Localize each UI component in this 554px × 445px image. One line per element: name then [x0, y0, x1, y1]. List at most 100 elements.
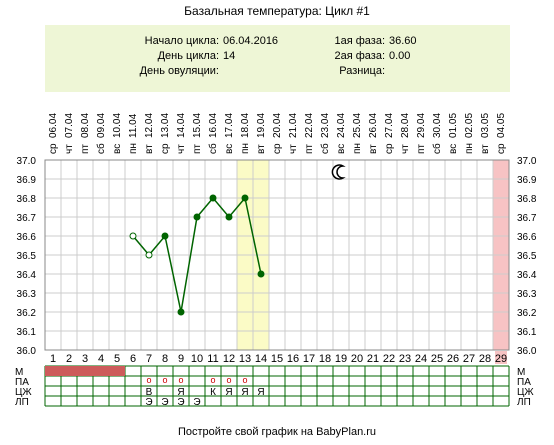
footer-link[interactable]: Постройте свой график на BabyPlan.ru: [177, 426, 377, 438]
y-tick-label-left: 36.5: [17, 251, 37, 262]
table-row-label-left: М: [15, 367, 23, 378]
weekday-label: пт: [192, 144, 203, 154]
lp-value: Э: [193, 397, 200, 408]
weekday-label: вс: [336, 144, 347, 154]
y-tick-label-right: 36.7: [517, 213, 537, 224]
cz-value: Я: [241, 387, 248, 398]
day-number: 14: [255, 353, 267, 365]
ovulation-day-label: День овуляции:: [139, 65, 219, 77]
phase2-label: 2ая фаза:: [334, 50, 385, 62]
table-row-label-right: ПА: [517, 377, 531, 388]
weekday-label: пн: [240, 143, 251, 154]
date-label: 19.04: [256, 113, 267, 138]
weekday-label: чт: [64, 144, 75, 154]
weekday-label: ср: [384, 143, 395, 154]
cycle-day-value: 14: [223, 50, 236, 62]
cz-value: В: [146, 387, 153, 398]
weekday-label: вс: [448, 144, 459, 154]
date-label: 10.04: [112, 113, 123, 138]
day-number: 9: [178, 353, 184, 365]
day-number: 6: [130, 353, 136, 365]
day-number: 26: [447, 353, 459, 365]
day-number: 24: [415, 353, 427, 365]
y-tick-label-right: 36.2: [517, 308, 537, 319]
date-label: 12.04: [144, 113, 155, 138]
weekday-label: пт: [80, 144, 91, 154]
y-tick-label-left: 36.8: [17, 194, 37, 205]
weekday-label: вт: [144, 144, 155, 154]
day-number: 22: [383, 353, 395, 365]
pa-marker: o: [162, 375, 167, 385]
phase2-value: 0.00: [389, 50, 411, 62]
lp-value: Э: [161, 397, 168, 408]
y-tick-label-left: 36.7: [17, 213, 37, 224]
pa-marker: o: [226, 375, 231, 385]
y-tick-label-right: 37.0: [517, 156, 537, 167]
y-tick-label-right: 36.9: [517, 175, 537, 186]
temperature-point: [193, 213, 201, 221]
pa-marker: o: [178, 375, 183, 385]
weekday-label: вт: [368, 144, 379, 154]
day-number: 19: [335, 353, 347, 365]
date-label: 16.04: [208, 113, 219, 138]
weekday-label: вс: [112, 144, 123, 154]
day-number: 23: [399, 353, 411, 365]
pa-marker: o: [242, 375, 247, 385]
date-label: 15.04: [192, 113, 203, 138]
day-number: 17: [303, 353, 315, 365]
day-number: 1: [50, 353, 56, 365]
weekday-label: сб: [431, 143, 443, 154]
weekday-label: ср: [48, 143, 59, 154]
phase1-label: 1ая фаза:: [334, 35, 385, 47]
temperature-point: [225, 213, 233, 221]
day-number: 10: [191, 353, 203, 365]
day-number-highlight: [495, 351, 507, 364]
day-number: 21: [367, 353, 379, 365]
weekday-label: ср: [272, 143, 283, 154]
cz-value: К: [210, 387, 216, 398]
y-tick-label-right: 36.0: [517, 346, 537, 357]
date-label: 13.04: [160, 113, 171, 138]
day-number: 8: [162, 353, 168, 365]
weekday-label: пн: [352, 143, 363, 154]
table-row-label-right: М: [517, 367, 525, 378]
day-number: 20: [351, 353, 363, 365]
period-cell: [45, 366, 61, 376]
weekday-label: пт: [416, 144, 427, 154]
day-number: 7: [146, 353, 152, 365]
y-tick-label-right: 36.8: [517, 194, 537, 205]
y-tick-label-left: 36.3: [17, 289, 37, 300]
day-number: 25: [431, 353, 443, 365]
table-row-label-left: ЦЖ: [15, 387, 32, 398]
y-tick-label-right: 36.6: [517, 232, 537, 243]
table-row-label-left: ЛП: [15, 397, 29, 408]
date-label: 28.04: [400, 113, 411, 138]
y-tick-label-left: 36.2: [17, 308, 37, 319]
date-label: 25.04: [352, 113, 363, 138]
temperature-point: [209, 194, 217, 202]
pa-marker: o: [146, 375, 151, 385]
day-number: 13: [239, 353, 251, 365]
cycle-info-panel: Начало цикла: 06.04.2016 День цикла: 14 …: [45, 25, 510, 92]
day-number: 3: [82, 353, 88, 365]
moon-icon: [331, 164, 346, 180]
weekday-label: сб: [95, 143, 107, 154]
cz-value: Я: [225, 387, 232, 398]
day-number: 5: [114, 353, 120, 365]
date-label: 02.05: [464, 113, 475, 138]
cz-value: Я: [257, 387, 264, 398]
cycle-day-label: День цикла:: [157, 50, 219, 62]
day-number: 16: [287, 353, 299, 365]
date-label: 06.04: [48, 113, 59, 138]
date-label: 08.04: [80, 113, 91, 138]
lp-value: Э: [177, 397, 184, 408]
y-tick-label-right: 36.3: [517, 289, 537, 300]
temperature-point: [161, 232, 169, 240]
weekday-label: сб: [207, 143, 219, 154]
date-label: 04.05: [496, 113, 507, 138]
date-label: 29.04: [416, 113, 427, 138]
y-tick-label-right: 36.5: [517, 251, 537, 262]
date-label: 11.04: [128, 113, 139, 138]
date-label: 18.04: [240, 113, 251, 138]
weekday-label: вс: [224, 144, 235, 154]
